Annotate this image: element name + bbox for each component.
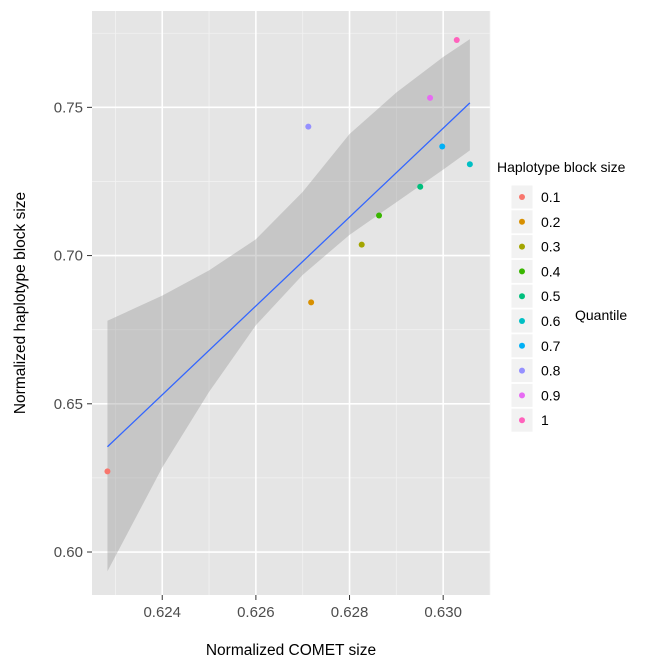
legend-side-label: Quantile	[575, 307, 627, 323]
legend-label: 0.8	[541, 363, 561, 379]
legend-key-point	[519, 194, 525, 200]
legend-label: 0.4	[541, 263, 561, 279]
data-point-0.2	[308, 299, 315, 306]
legend-label: 0.1	[541, 189, 561, 205]
data-point-0.8	[305, 123, 312, 130]
legend-label: 0.2	[541, 214, 561, 230]
x-axis-title: Normalized COMET size	[206, 642, 376, 659]
legend-title: Haplotype block size	[497, 159, 626, 175]
data-point-0.4	[376, 212, 383, 219]
legend-label: 0.7	[541, 338, 561, 354]
legend-key-point	[519, 342, 525, 349]
x-tick-label: 0.626	[237, 604, 275, 621]
panel-background	[92, 11, 490, 595]
grid-major	[92, 11, 490, 595]
x-axis-ticks: 0.624 0.626 0.628 0.630	[143, 595, 462, 621]
data-points	[104, 37, 473, 475]
legend-key-point	[519, 417, 525, 424]
data-point-1	[453, 37, 460, 44]
legend-key-point	[519, 293, 525, 300]
data-point-0.7	[439, 143, 446, 150]
legend-label: 0.5	[541, 288, 561, 304]
legend-keys: 0.1 0.2 0.3 0.4 0.5 0.6 0.7 0.8 0.9 1	[510, 184, 561, 433]
x-tick-label: 0.624	[143, 604, 181, 621]
grid-minor	[92, 11, 491, 595]
legend-key-point	[519, 218, 525, 225]
y-tick-label: 0.65	[54, 396, 83, 413]
confidence-band	[107, 39, 470, 572]
data-point-0.1	[104, 468, 111, 475]
x-tick-label: 0.628	[331, 604, 369, 621]
legend-label: 0.3	[541, 239, 561, 255]
data-point-0.6	[466, 161, 473, 168]
legend-label: 0.6	[541, 313, 561, 329]
legend: Haplotype block size 0.10.20.30.40.50.60…	[497, 159, 627, 433]
regression-line	[107, 102, 471, 448]
x-tick-label: 0.630	[424, 604, 462, 621]
legend-key-point	[519, 392, 525, 399]
y-axis-title: Normalized haplotype block size	[12, 192, 29, 414]
legend-key-point	[519, 268, 525, 275]
data-point-0.3	[358, 241, 365, 248]
legend-key-point	[519, 243, 525, 250]
y-tick-label: 0.75	[54, 99, 83, 116]
legend-label: 0.9	[541, 387, 561, 403]
y-tick-label: 0.70	[54, 248, 83, 265]
y-tick-label: 0.60	[54, 544, 83, 561]
legend-key-point	[519, 367, 525, 374]
data-point-0.5	[417, 183, 424, 190]
legend-key-point	[519, 318, 525, 324]
legend-label: 1	[541, 412, 549, 428]
data-point-0.9	[427, 94, 434, 101]
y-axis-ticks: 0.60 0.65 0.70 0.75	[54, 99, 92, 561]
